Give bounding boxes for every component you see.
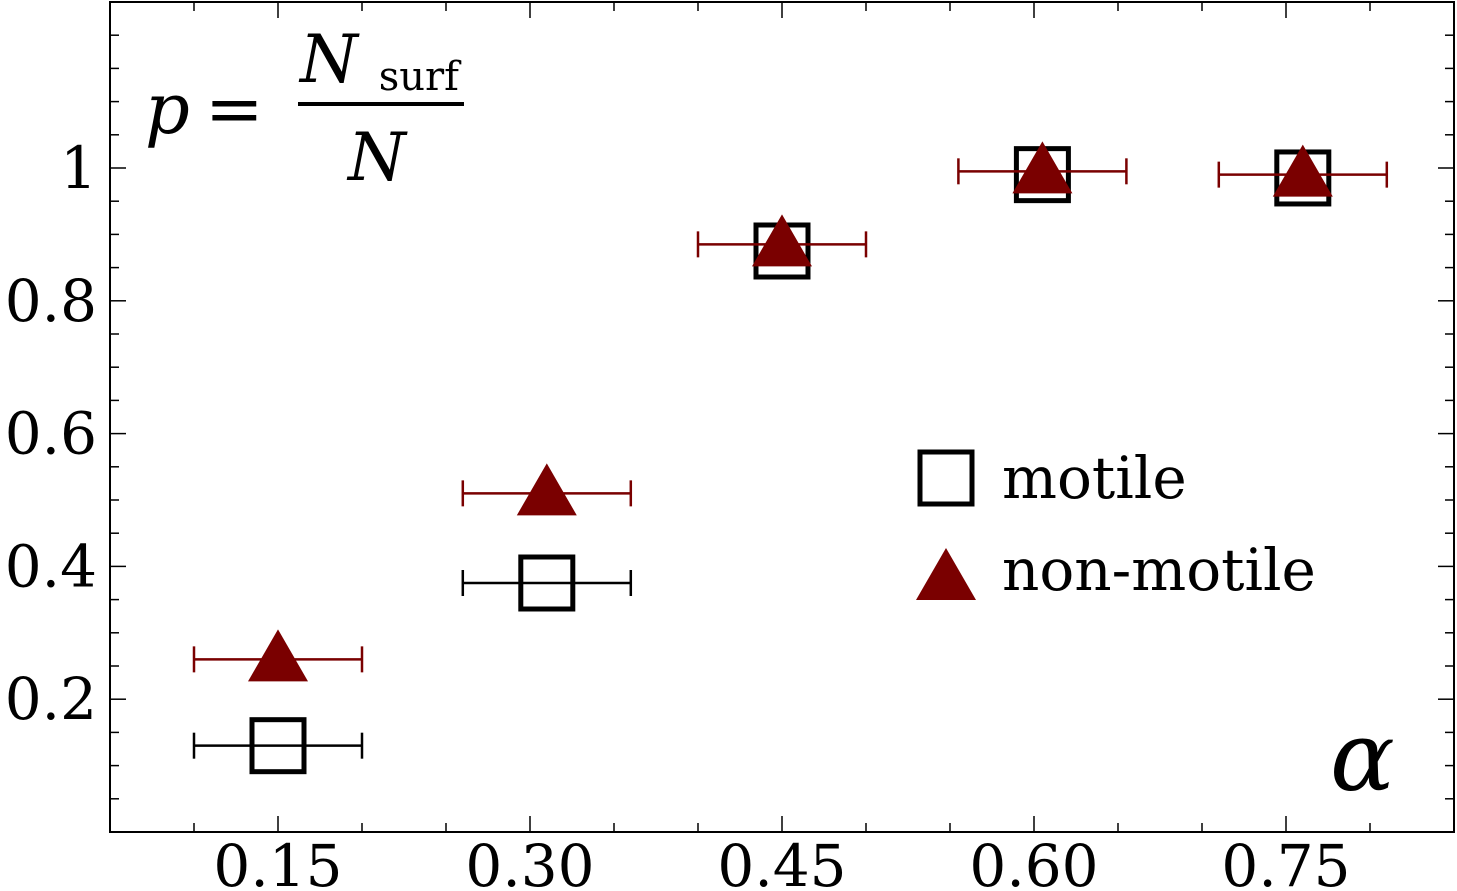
formula-equals: = — [205, 68, 264, 150]
formula-numerator: N surf — [298, 21, 462, 100]
legend-motile-marker — [920, 452, 972, 504]
legend-non-motile-label: non-motile — [1002, 536, 1316, 604]
x-tick-label: 0.15 — [213, 832, 342, 891]
formula-numerator-base: N — [298, 21, 360, 98]
y-tick-label: 0.6 — [5, 400, 97, 468]
data-point — [248, 629, 308, 681]
y-tick-label: 0.2 — [5, 665, 97, 733]
axis-ticks — [110, 2, 1454, 832]
data-point — [752, 214, 812, 266]
x-tick-label: 0.60 — [969, 832, 1098, 891]
x-tick-label: 0.30 — [465, 832, 594, 891]
data-point — [517, 463, 577, 515]
x-tick-label: 0.75 — [1221, 832, 1350, 891]
y-tick-label: 0.8 — [5, 267, 97, 335]
y-tick-labels: 0.2 0.4 0.6 0.8 1 — [5, 134, 97, 733]
formula-annotation: p = N surf N — [145, 21, 464, 196]
formula-denominator: N — [346, 119, 408, 196]
x-axis-label: α — [1330, 701, 1395, 813]
y-tick-label: 1 — [60, 134, 97, 202]
plot-frame — [110, 2, 1454, 832]
x-tick-labels: 0.15 0.30 0.45 0.60 0.75 — [213, 832, 1350, 891]
y-tick-label: 0.4 — [5, 532, 97, 600]
x-tick-label: 0.45 — [717, 832, 846, 891]
axes-frame — [110, 2, 1454, 832]
data-marks — [194, 141, 1387, 771]
formula-lhs: p — [145, 68, 190, 150]
legend: motile non-motile — [916, 444, 1316, 604]
legend-motile-label: motile — [1002, 444, 1187, 512]
legend-non-motile-marker — [916, 548, 976, 600]
formula-numerator-sub: surf — [379, 54, 462, 100]
